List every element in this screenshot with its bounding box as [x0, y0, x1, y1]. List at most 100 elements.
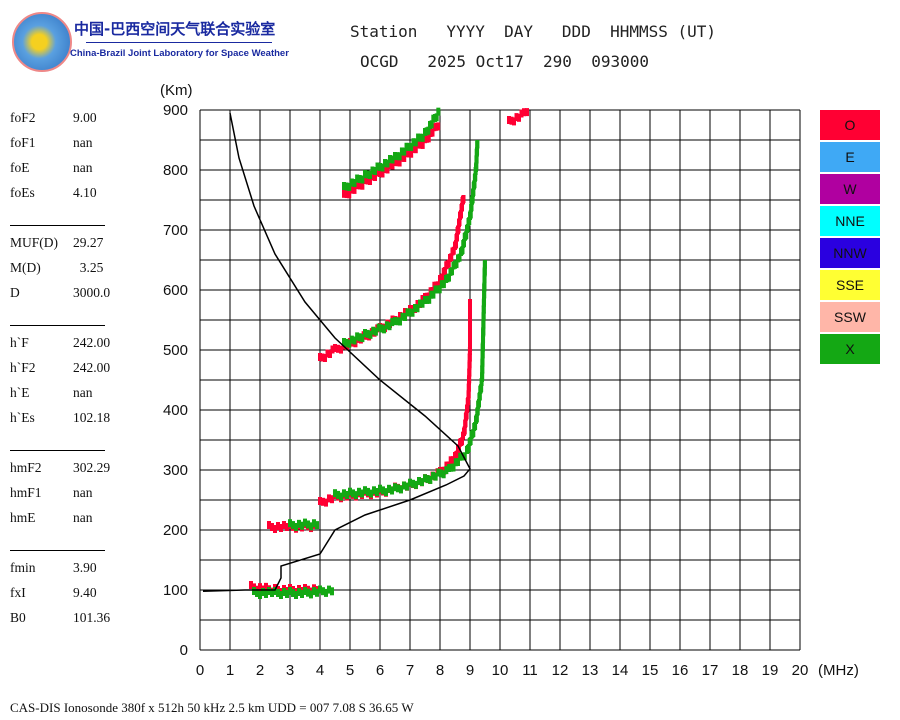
x-tick-label: 15: [642, 662, 659, 679]
trace-point-x: [431, 471, 435, 480]
trace-point-x: [349, 178, 354, 187]
trace-point-o: [525, 108, 529, 117]
trace-point-x: [457, 253, 462, 262]
separator: [10, 225, 105, 226]
trace-point-x: [408, 308, 412, 317]
trace-point-o: [333, 344, 337, 352]
trace-point-x: [342, 338, 346, 346]
x-tick-label: 11: [522, 662, 538, 679]
trace-point-x: [344, 182, 349, 191]
trace-point-x: [306, 520, 310, 529]
header-values: OCGD 2025 Oct17 290 093000: [360, 52, 649, 71]
trace-point-x: [429, 290, 434, 299]
trace-point-x: [363, 329, 367, 337]
trace-point-x: [413, 138, 418, 147]
trace-point-x: [450, 267, 454, 276]
trace-point-x: [318, 585, 322, 594]
trace-point-x: [481, 335, 486, 343]
trace-point-x: [303, 587, 307, 595]
x-tick-label: 10: [492, 662, 509, 679]
param-label: h`F2: [10, 360, 36, 375]
trace-point-x: [453, 458, 458, 467]
trace-point-x: [406, 142, 411, 151]
trace-point-x: [400, 312, 405, 321]
trace-point-x: [264, 590, 268, 598]
trace-point-x: [398, 317, 402, 326]
trace-point-o: [468, 299, 472, 307]
trace-point-x: [309, 590, 313, 599]
trace-point-x: [405, 482, 409, 491]
trace-point-x: [462, 239, 466, 247]
trace-point-x: [417, 477, 421, 485]
trace-point-x: [261, 588, 265, 596]
trace-point-x: [321, 587, 325, 596]
trace-point-x: [428, 475, 433, 484]
trace-point-x: [288, 519, 292, 528]
trace-point-x: [369, 489, 373, 498]
param-label: h`F: [10, 335, 29, 350]
param-value: 4.10: [73, 185, 97, 200]
logo-chinese-title: 中国-巴西空间天气联合实验室: [74, 20, 276, 38]
trace-point-o: [385, 165, 390, 174]
trace-point-o: [370, 172, 375, 181]
trace-point-x: [414, 480, 418, 489]
trace-point-o: [451, 246, 456, 255]
trace-point-x: [355, 332, 360, 341]
trace-point-x: [363, 486, 367, 495]
trace-point-x: [439, 280, 444, 289]
param-label: hmF2: [10, 460, 42, 475]
trace-point-x: [360, 489, 364, 498]
trace-point-o: [390, 161, 395, 170]
trace-point-o: [466, 397, 471, 405]
trace-point-o: [462, 426, 467, 434]
trace-point-o: [264, 582, 268, 591]
trace-point-o: [318, 497, 322, 505]
trace-point-o: [276, 522, 280, 530]
trace-point-x: [482, 267, 487, 275]
trace-point-x: [354, 491, 358, 500]
trace-point-o: [249, 581, 253, 589]
trace-point-x: [370, 166, 375, 175]
legend-sse: SSE: [820, 270, 880, 300]
trace-point-x: [381, 486, 385, 495]
param-label: h`Es: [10, 410, 35, 425]
trace-point-o: [349, 185, 354, 194]
trace-point-x: [258, 591, 262, 599]
param-value: 3000.0: [73, 285, 111, 300]
trace-point-x: [276, 589, 280, 597]
trace-point-x: [312, 519, 316, 528]
trace-point-x: [273, 587, 277, 595]
param-label: foE: [10, 160, 30, 175]
x-tick-label: 0: [196, 662, 204, 679]
trace-point-x: [330, 587, 334, 596]
trace-point-x: [279, 591, 283, 599]
x-tick-label: 12: [552, 662, 569, 679]
trace-point-x: [373, 327, 378, 336]
trace-point-x: [474, 155, 479, 163]
param-label: M(D): [10, 260, 41, 275]
trace-point-x: [474, 414, 479, 422]
trace-point-o: [325, 349, 330, 358]
trace-point-o: [436, 122, 441, 131]
param-value: 101.36: [73, 610, 111, 625]
trace-point-x: [342, 489, 346, 498]
trace-point-o: [267, 521, 271, 529]
trace-point-x: [473, 173, 478, 181]
trace-point-o: [397, 158, 402, 167]
trace-point-x: [437, 285, 442, 294]
trace-point-x: [270, 589, 274, 597]
trace-point-x: [471, 429, 476, 437]
trace-point-o: [258, 583, 262, 592]
x-tick-label: 7: [406, 662, 414, 679]
param-value: 9.40: [73, 585, 97, 600]
trace-point-x: [411, 138, 416, 147]
legend-e: E: [820, 142, 880, 172]
x-tick-label: 19: [762, 662, 779, 679]
trace-point-x: [444, 466, 449, 475]
trace-point-o: [512, 117, 516, 126]
param-label: foF1: [10, 135, 36, 150]
y-tick-label: 500: [163, 342, 188, 359]
param-value: 102.18: [73, 410, 111, 425]
trace-point-o: [420, 140, 425, 149]
